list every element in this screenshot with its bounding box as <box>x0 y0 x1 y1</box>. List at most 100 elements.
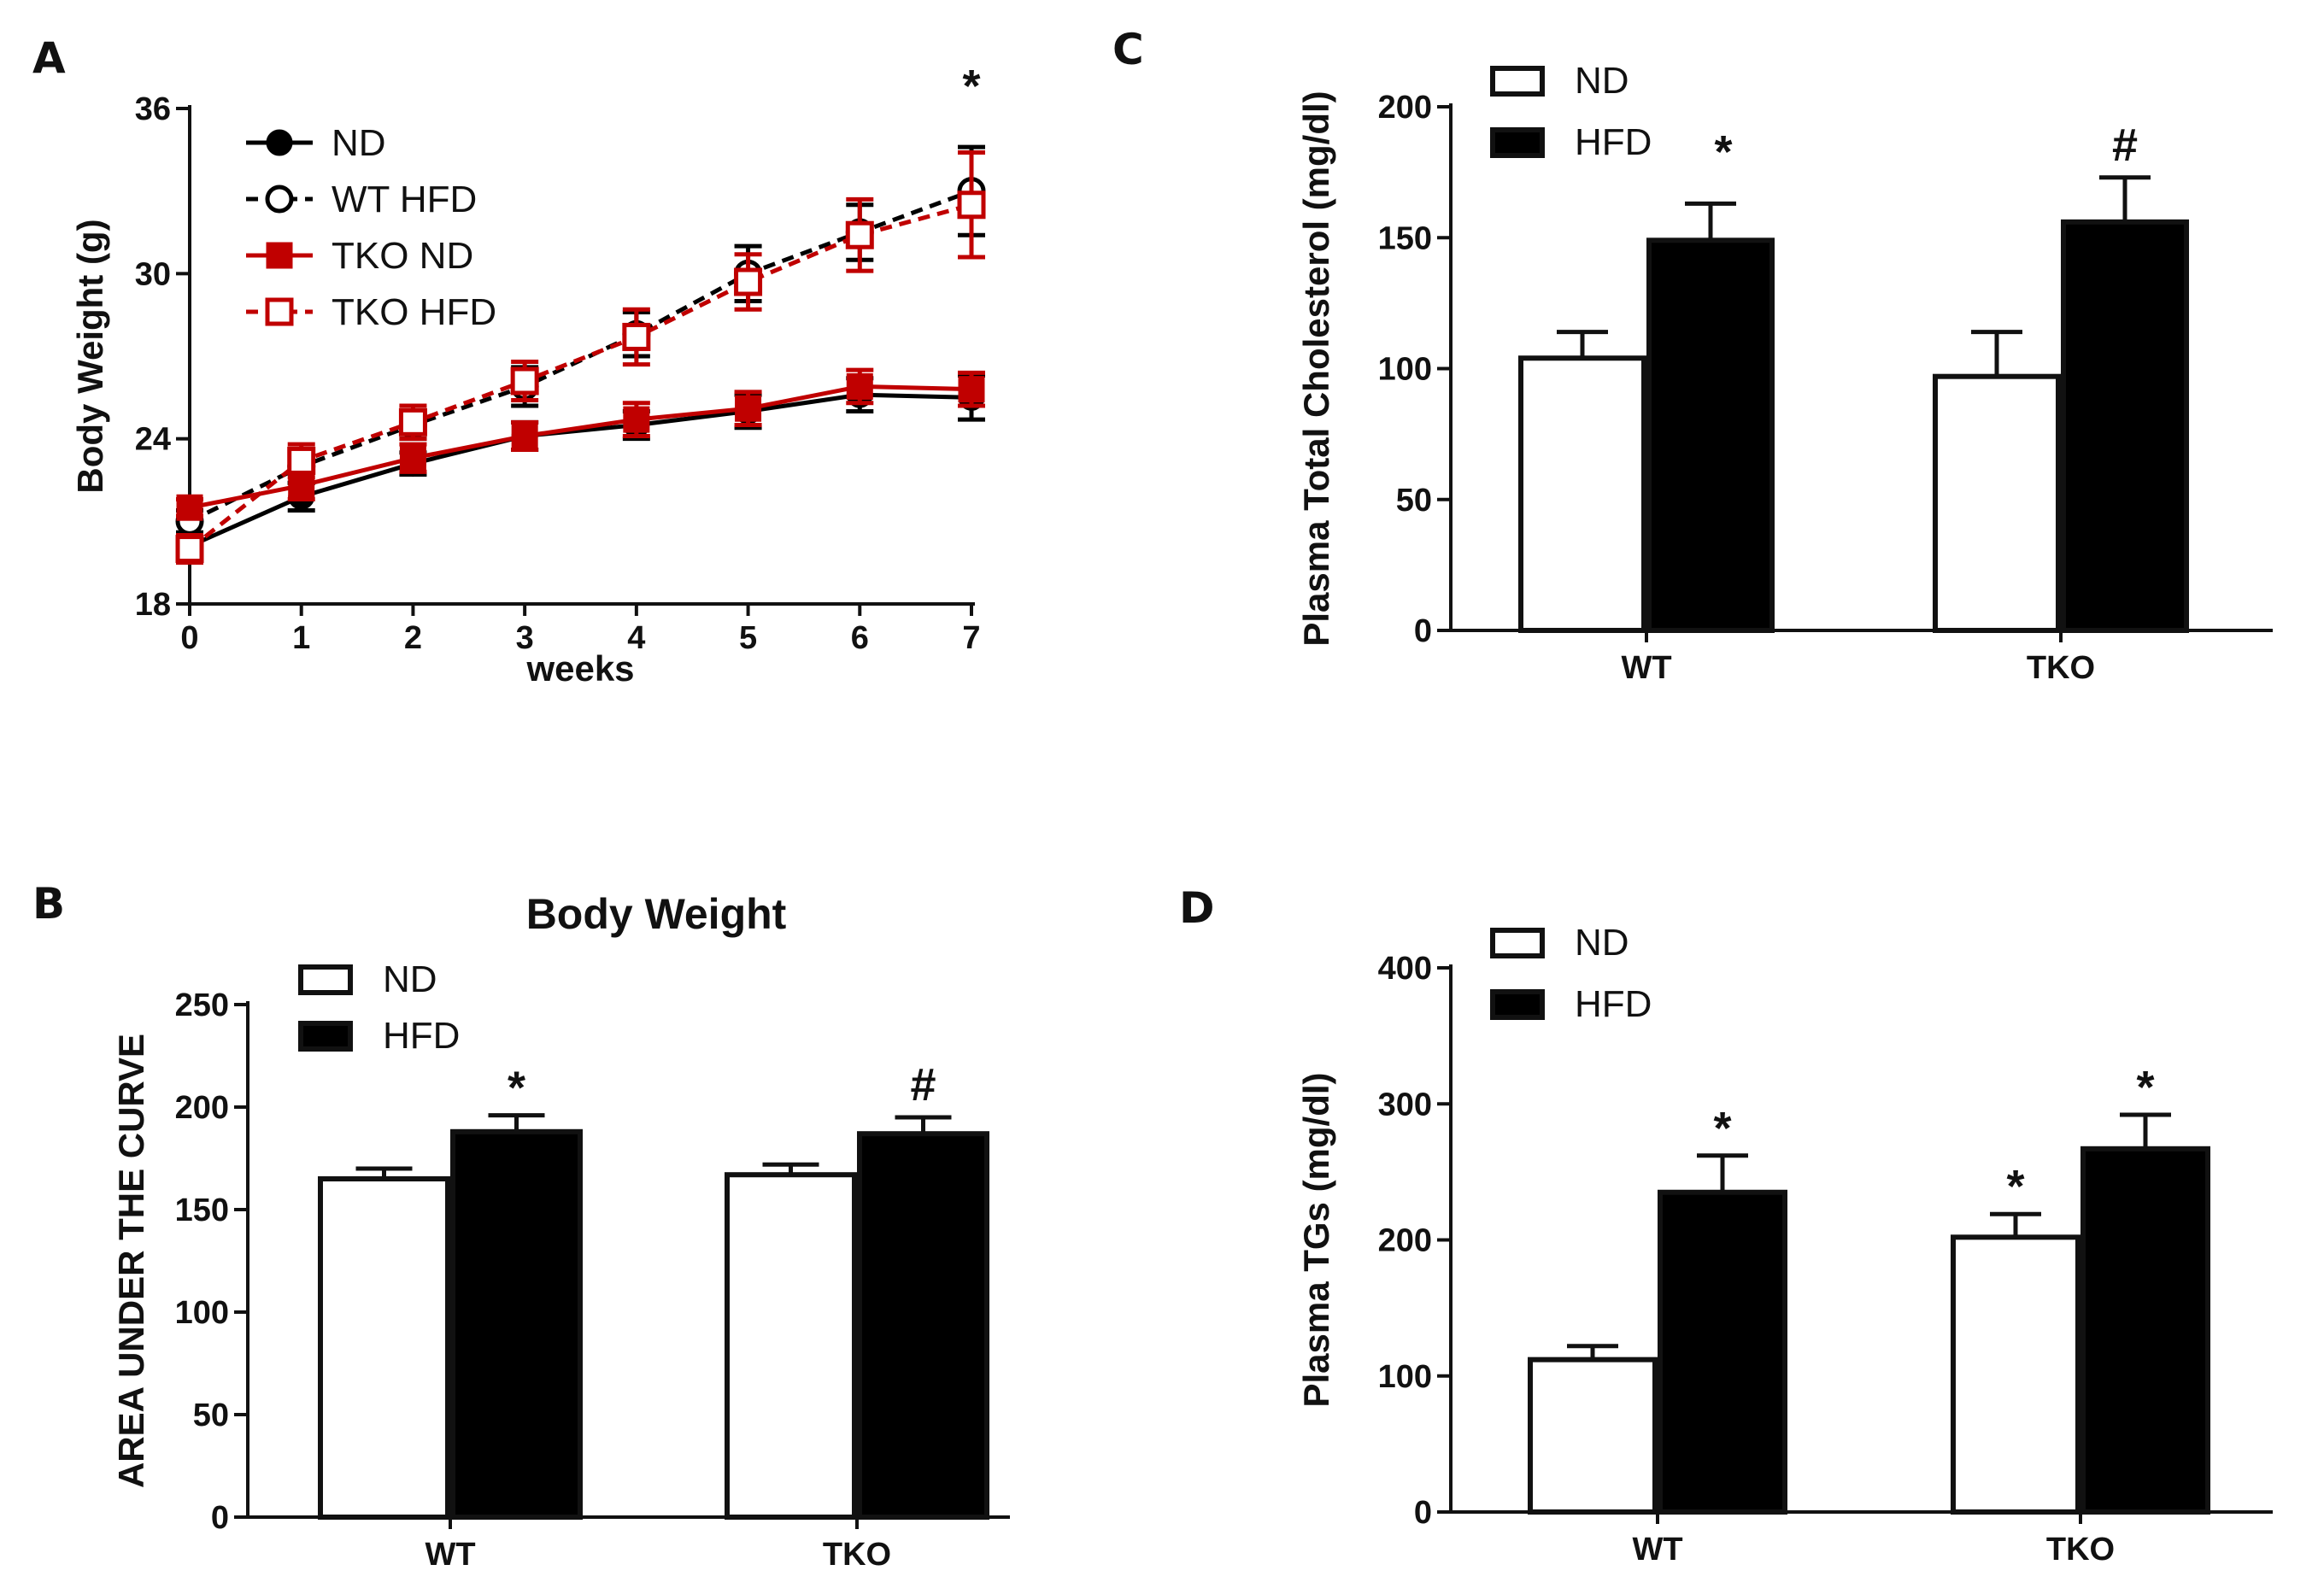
legend-swatch <box>1490 928 1545 958</box>
panel-b-bar-chart: 0 50 100 150 200 250 AREA UNDER THE CURVE WT TKO… <box>111 890 1010 1573</box>
legend-label: TKO ND <box>332 235 473 277</box>
y-tick-label: 200 <box>175 1090 229 1126</box>
bar-hfd-wt <box>450 1128 583 1521</box>
significance-marker: # <box>910 1059 936 1111</box>
series-line-2 <box>189 384 972 510</box>
bar-nd-tko <box>1933 373 2061 633</box>
data-point <box>958 376 985 403</box>
legend-marker <box>265 297 294 326</box>
legend-label: TKO HFD <box>332 291 496 333</box>
x-tick-label: 0 <box>180 620 198 656</box>
y-tick-label: 50 <box>193 1398 229 1433</box>
bar-nd-wt <box>1528 1357 1658 1515</box>
data-point <box>623 406 650 433</box>
significance-marker: * <box>2006 1161 2024 1212</box>
y-axis-title: Plasma TGs (mg/dl) <box>1296 1072 1336 1407</box>
data-point <box>622 322 651 351</box>
panel-letter: B <box>32 879 65 929</box>
series-line-3 <box>188 202 972 551</box>
y-tick-label: 200 <box>1378 90 1432 126</box>
bar-hfd-wt <box>1658 1189 1787 1515</box>
panel-c-bar-chart: 0 50 100 150 200 Plasma Total Cholesterol (mg… <box>1296 60 2273 686</box>
x-axis-title: weeks <box>525 648 634 689</box>
legend-swatch <box>1490 66 1545 97</box>
legend-label: HFD <box>383 1015 460 1057</box>
legend-label: ND <box>1575 60 1629 102</box>
data-point <box>734 267 763 296</box>
y-axis-title: Body Weight (g) <box>70 219 110 493</box>
legend-label: WT HFD <box>332 179 477 220</box>
legend-label: HFD <box>1575 983 1652 1025</box>
y-axis-title: AREA UNDER THE CURVE <box>111 1034 151 1488</box>
y-tick-label: 0 <box>1414 613 1432 649</box>
x-category-label: WT <box>1621 650 1671 686</box>
data-point <box>957 190 986 220</box>
panel-a-line-chart: 18 24 30 36 Body Weight (g) 0 1 2 3 4 5 6 7 weeks ND WT… <box>70 61 986 689</box>
significance-marker: * <box>2136 1062 2154 1113</box>
bar-nd-wt <box>318 1176 450 1520</box>
significance-marker: * <box>508 1063 525 1114</box>
bar-hfd-tko <box>2080 1146 2210 1515</box>
data-point <box>175 535 204 564</box>
y-tick-label: 250 <box>175 987 229 1023</box>
y-tick-label: 150 <box>175 1193 229 1228</box>
x-category-label: TKO <box>823 1537 891 1573</box>
legend-marker <box>265 185 294 214</box>
y-tick-label: 300 <box>1378 1087 1432 1122</box>
data-point <box>287 446 316 475</box>
y-tick-label: 50 <box>1396 483 1432 519</box>
bar-nd-wt <box>1518 355 1646 633</box>
panel-letter: A <box>32 33 66 83</box>
series-line-0 <box>188 392 972 548</box>
bar-hfd-tko <box>2061 219 2189 633</box>
x-tick-label: 7 <box>962 620 980 656</box>
significance-marker: * <box>962 61 980 112</box>
x-tick-label: 1 <box>292 620 310 656</box>
data-point <box>176 494 203 521</box>
x-category-label: WT <box>425 1537 475 1573</box>
chart-title: Body Weight <box>526 890 787 938</box>
legend-marker <box>266 129 293 156</box>
y-tick-label: 100 <box>1378 352 1432 388</box>
y-tick-label: 100 <box>175 1295 229 1331</box>
y-tick-label: 0 <box>211 1500 229 1536</box>
data-point <box>399 444 426 472</box>
y-tick-label: 200 <box>1378 1223 1432 1259</box>
legend-label: ND <box>332 122 386 164</box>
data-point <box>510 366 539 396</box>
y-tick-label: 400 <box>1378 951 1432 987</box>
y-tick-label: 30 <box>135 256 171 292</box>
legend-label: ND <box>1575 922 1629 964</box>
legend-swatch <box>1490 127 1545 158</box>
panel-letter: D <box>1179 883 1215 933</box>
y-axis-title: Plasma Total Cholesterol (mg/dl) <box>1296 91 1336 646</box>
legend-swatch <box>1490 989 1545 1020</box>
bar-nd-tko <box>1951 1234 2080 1515</box>
significance-marker: * <box>1714 126 1732 178</box>
legend-label: ND <box>383 958 437 1000</box>
x-tick-label: 3 <box>516 620 534 656</box>
x-category-label: TKO <box>2027 650 2095 686</box>
legend-label: HFD <box>1575 121 1652 163</box>
data-point <box>845 220 874 249</box>
x-tick-label: 4 <box>627 620 645 656</box>
x-category-label: WT <box>1632 1532 1682 1568</box>
x-category-label: TKO <box>2046 1532 2115 1568</box>
bar-nd-tko <box>725 1172 857 1520</box>
data-point <box>735 395 762 422</box>
data-point <box>846 372 873 400</box>
y-tick-label: 0 <box>1414 1495 1432 1531</box>
x-tick-label: 2 <box>404 620 422 656</box>
x-tick-label: 6 <box>851 620 869 656</box>
y-tick-label: 36 <box>135 91 171 127</box>
y-tick-label: 100 <box>1378 1359 1432 1395</box>
legend-swatch <box>298 964 353 995</box>
panel-letter: C <box>1112 25 1144 74</box>
panel-d-bar-chart: 0 100 200 300 400 Plasma TGs (mg/dl) WT TKO ND HF… <box>1296 922 2273 1568</box>
legend-swatch <box>298 1021 353 1052</box>
significance-marker: # <box>2112 120 2138 171</box>
significance-marker: * <box>1713 1103 1731 1154</box>
x-tick-label: 5 <box>739 620 757 656</box>
data-point <box>398 407 427 437</box>
